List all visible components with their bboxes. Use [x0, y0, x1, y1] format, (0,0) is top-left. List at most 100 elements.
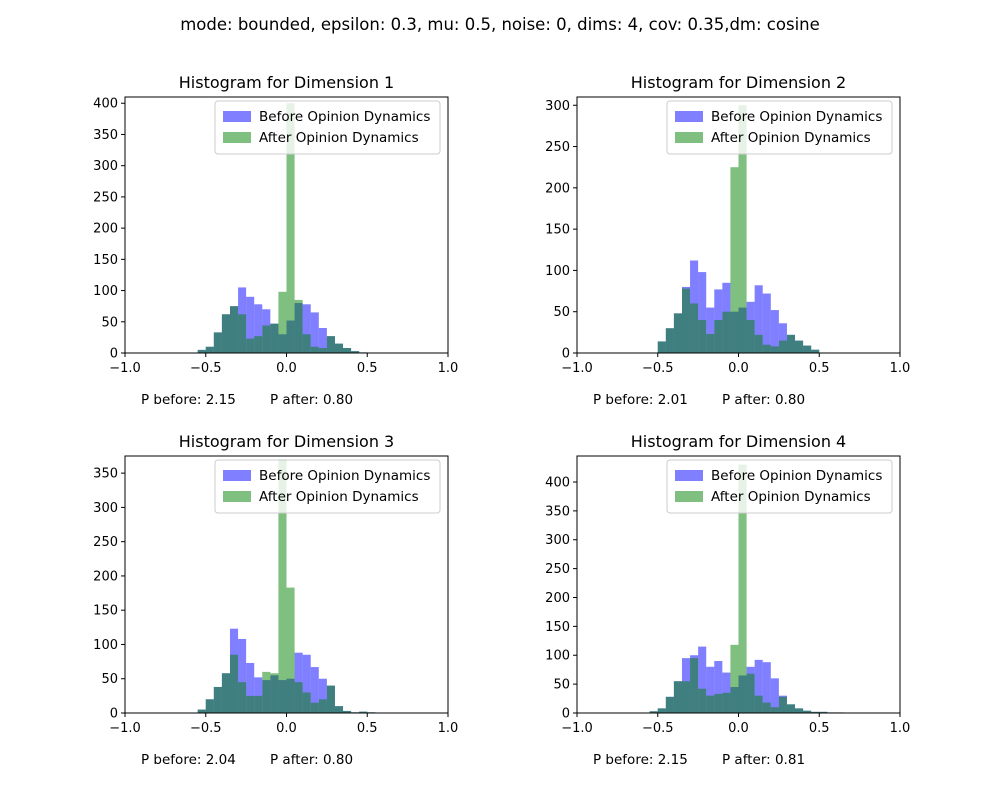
x-tick-label: −0.5: [642, 361, 674, 376]
after-series-bar: [310, 702, 319, 713]
panel-title: Histogram for Dimension 1: [179, 73, 394, 92]
after-series-bar: [294, 299, 303, 353]
after-series-bar: [334, 343, 344, 353]
after-series-bar: [746, 319, 755, 353]
p-before-text: P before: 2.04: [141, 752, 236, 768]
after-series-bar: [762, 344, 771, 353]
after-series-bar: [205, 346, 214, 353]
after-series-bar: [714, 693, 723, 713]
y-tick-label: 150: [93, 253, 118, 268]
y-tick-label: 350: [93, 467, 118, 482]
after-series-bar: [803, 345, 812, 353]
after-series-bar: [770, 707, 779, 713]
chart-panel-3: Histogram for Dimension 3 −1.0 −0.5 0.0 0.5 1…: [93, 432, 458, 768]
after-series-bar: [302, 334, 311, 353]
after-series-bar: [270, 323, 279, 353]
x-tick-label: 1.0: [438, 721, 459, 736]
after-series-bar: [262, 325, 271, 353]
y-tick-label: 200: [545, 181, 570, 196]
legend-before-label: Before Opinion Dynamics: [259, 468, 430, 484]
p-before-text: P before: 2.15: [141, 392, 236, 408]
y-tick-label: 50: [553, 305, 570, 320]
after-series-bar: [706, 695, 715, 713]
after-series-bar: [343, 348, 352, 353]
chart-panel-1: Histogram for Dimension 1 −1.0 −0.5 0.0 0.5 1…: [93, 73, 458, 408]
y-tick-label: 200: [93, 222, 118, 237]
after-series-bar: [681, 288, 691, 353]
after-series-bar: [786, 704, 796, 713]
before-series-bar: [318, 678, 327, 713]
after-series-bar: [706, 334, 715, 353]
legend-after-swatch: [223, 132, 251, 143]
x-tick-label: −1.0: [109, 361, 141, 376]
after-series-bar: [229, 654, 239, 713]
y-tick-label: 50: [553, 678, 570, 693]
p-after-text: P after: 0.80: [722, 392, 805, 408]
x-tick-label: 0.0: [276, 721, 297, 736]
before-series-bar: [698, 272, 707, 353]
after-series-bar: [286, 587, 295, 713]
x-tick-label: −0.5: [190, 361, 222, 376]
legend-before-swatch: [223, 470, 251, 481]
p-before-text: P before: 2.15: [593, 752, 688, 768]
legend-before-swatch: [675, 470, 703, 481]
before-series-bar: [770, 678, 779, 713]
before-series-bar: [318, 328, 327, 353]
after-series-bar: [351, 351, 360, 353]
after-series-bar: [359, 711, 368, 713]
after-series-bar: [722, 692, 731, 713]
after-series-bar: [673, 681, 682, 713]
after-series-bar: [657, 708, 666, 713]
before-series-bar: [778, 323, 787, 353]
after-series-bar: [238, 682, 247, 713]
y-tick-label: 400: [93, 97, 118, 112]
legend-before-label: Before Opinion Dynamics: [259, 109, 430, 125]
after-series-bar: [246, 338, 255, 353]
after-series-bar: [657, 341, 666, 353]
x-tick-label: 1.0: [890, 721, 911, 736]
legend-after-label: After Opinion Dynamics: [259, 130, 419, 146]
before-series-bar: [246, 296, 255, 353]
legend-after-label: After Opinion Dynamics: [711, 130, 871, 146]
after-series-bar: [673, 313, 682, 353]
after-series-bar: [649, 711, 658, 713]
before-series-bar: [310, 667, 319, 713]
after-series-bar: [665, 696, 674, 713]
after-series-bar: [326, 336, 335, 353]
y-tick-label: 100: [93, 284, 118, 299]
before-series-bar: [754, 659, 763, 713]
y-tick-label: 250: [545, 562, 570, 577]
after-series-bar: [754, 334, 763, 353]
x-tick-label: 1.0: [438, 361, 459, 376]
after-series-bar: [665, 328, 674, 353]
before-series-bar: [254, 304, 263, 353]
after-series-bar: [811, 711, 820, 713]
y-tick-label: 50: [101, 672, 118, 687]
legend-before-swatch: [223, 111, 251, 122]
y-tick-label: 250: [93, 190, 118, 205]
x-tick-label: −1.0: [561, 361, 593, 376]
y-tick-label: 300: [93, 159, 118, 174]
after-series-bar: [278, 291, 287, 353]
x-tick-label: −0.5: [190, 721, 222, 736]
after-series-bar: [754, 695, 763, 713]
p-after-text: P after: 0.81: [722, 752, 805, 768]
y-tick-label: 100: [93, 638, 118, 653]
y-tick-label: 350: [545, 504, 570, 519]
after-series-bar: [795, 708, 804, 713]
x-tick-label: 0.5: [809, 721, 830, 736]
x-tick-label: 0.5: [357, 361, 378, 376]
after-series-bar: [690, 658, 699, 713]
panel-title: Histogram for Dimension 4: [631, 432, 846, 451]
after-series-bar: [302, 692, 311, 713]
legend: Before Opinion Dynamics After Opinion Dyn…: [666, 100, 893, 155]
y-tick-label: 0: [110, 707, 118, 722]
legend: Before Opinion Dynamics After Opinion Dyn…: [214, 100, 441, 155]
after-series-bar: [294, 682, 303, 713]
y-tick-label: 300: [545, 533, 570, 548]
y-tick-label: 150: [545, 620, 570, 635]
after-series-bar: [221, 314, 230, 353]
y-tick-label: 0: [562, 707, 570, 722]
after-series-bar: [770, 346, 779, 353]
after-series-bar: [205, 699, 214, 713]
